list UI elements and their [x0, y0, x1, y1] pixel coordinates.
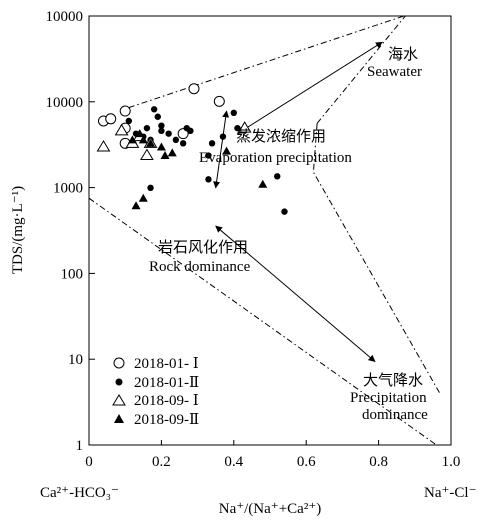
data-point [208, 140, 216, 147]
x-tick-label: 0.2 [152, 454, 171, 470]
annotation-seawater-cn: 海水 [388, 45, 418, 63]
legend-item-2018-01-II: 2018-01-Ⅱ [115, 375, 199, 391]
x-axis-ticks: 0 0.2 0.4 0.6 0.8 1.0 [85, 440, 460, 470]
y-tick-label: 10 [68, 352, 83, 368]
annotation-precip-en-1: Precipitation [350, 390, 427, 406]
data-point [167, 148, 177, 157]
trend-arrows [213, 41, 383, 362]
data-point [281, 208, 288, 215]
y-tick-label: 10000 [46, 9, 84, 25]
x-end-label-right: Na⁺-Cl⁻ [424, 485, 477, 501]
data-point [138, 135, 148, 144]
y-tick-label: 1 [76, 438, 84, 454]
data-point [165, 130, 172, 137]
boundary-line [316, 16, 406, 124]
data-point [143, 124, 151, 132]
x-tick-label: 1.0 [442, 454, 461, 470]
legend-item-2018-09-I: 2018-09- Ⅰ [112, 393, 199, 409]
data-point [119, 105, 131, 117]
data-point [158, 122, 165, 129]
y-axis-ticks: 1 10 100 1000 10000 10000 [46, 9, 95, 454]
x-tick-label: 0.8 [369, 454, 388, 470]
annotation-rock-cn: 岩石风化作用 [158, 238, 248, 256]
legend-item-2018-01-I: 2018-01- Ⅰ [113, 356, 199, 372]
data-point [160, 151, 170, 160]
series-2 [125, 106, 288, 215]
data-point [105, 113, 117, 125]
data-point [156, 142, 166, 151]
x-tick-label: 0 [85, 454, 93, 470]
series-1 [97, 83, 225, 149]
data-point [205, 152, 212, 159]
data-point [258, 179, 268, 188]
data-point [140, 148, 154, 161]
data-point [172, 136, 180, 144]
plot-frame [88, 15, 452, 446]
data-point [131, 201, 141, 210]
x-axis-label: Na⁺/(Na⁺+Ca²⁺) [219, 501, 322, 517]
boundary-line [312, 123, 441, 395]
x-tick-label: 0.6 [297, 454, 316, 470]
data-point [219, 133, 227, 140]
data-point [213, 95, 225, 107]
legend-open-triangle-icon [112, 394, 126, 406]
annotation-seawater-en: Seawater [367, 64, 422, 80]
data-point [237, 121, 252, 133]
legend-open-circle-icon [113, 357, 125, 369]
trend-arrow [215, 225, 376, 362]
data-point [274, 173, 281, 180]
data-point [188, 83, 200, 95]
data-point [150, 106, 158, 113]
y-tick-label: 10000 [46, 95, 84, 111]
data-point [158, 127, 165, 135]
legend-label: 2018-01- Ⅰ [134, 356, 199, 372]
data-point [125, 117, 133, 125]
data-point [138, 193, 148, 202]
annotation-precip-en-2: dominance [362, 407, 428, 423]
boundary-line [89, 197, 437, 445]
trend-arrow [236, 41, 383, 135]
legend: 2018-01- Ⅰ 2018-01-Ⅱ 2018-09- Ⅰ 2018-09-… [112, 356, 199, 428]
annotation-evaporation-cn: 蒸发浓缩作用 [236, 127, 326, 145]
x-tick-label: 0.4 [224, 454, 243, 470]
data-point [179, 140, 187, 147]
y-axis-label: TDS/(mg·L⁻¹) [10, 186, 26, 274]
annotation-evaporation-en: Evaporation precipitation [199, 150, 352, 166]
legend-item-2018-09-II: 2018-09-Ⅱ [114, 412, 199, 428]
data-point [154, 113, 161, 120]
legend-filled-circle-icon [115, 378, 123, 386]
y-tick-label: 100 [61, 266, 84, 282]
series-4 [127, 129, 268, 210]
data-points [96, 83, 288, 215]
data-point [146, 138, 156, 147]
legend-filled-triangle-icon [114, 414, 124, 423]
data-point [222, 146, 232, 155]
data-point [135, 129, 145, 138]
data-point [147, 184, 154, 192]
boundary-line [128, 16, 405, 109]
data-point [230, 109, 237, 117]
annotation-precip-cn: 大气降水 [363, 371, 423, 389]
legend-label: 2018-01-Ⅱ [134, 375, 199, 391]
data-point [114, 123, 129, 136]
data-point [234, 124, 241, 132]
data-point [96, 140, 111, 152]
trend-arrow [213, 110, 230, 189]
y-tick-label: 1000 [53, 181, 83, 197]
annotation-rock-en: Rock dominance [149, 259, 251, 275]
data-point [205, 176, 212, 183]
data-point [127, 135, 137, 144]
data-point [187, 127, 194, 135]
legend-label: 2018-09- Ⅰ [134, 393, 199, 409]
legend-label: 2018-09-Ⅱ [134, 412, 199, 428]
x-end-label-left: Ca²⁺-HCO₃⁻ [40, 485, 119, 501]
